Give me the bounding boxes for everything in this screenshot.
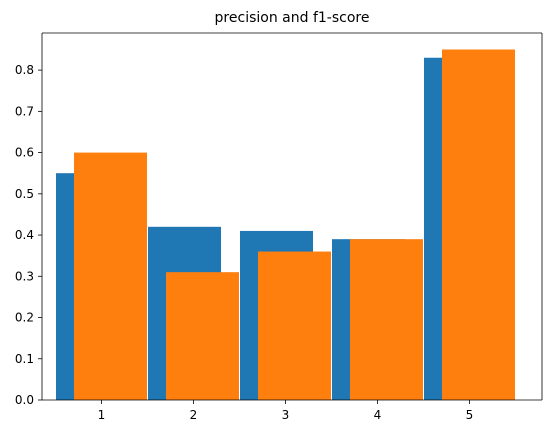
x-tick-label: 5	[466, 408, 474, 422]
chart-title: precision and f1-score	[215, 10, 370, 26]
y-tick-label: 0.5	[15, 187, 34, 201]
x-tick-label: 2	[190, 408, 198, 422]
x-tick-label: 4	[374, 408, 382, 422]
y-tick-label: 0.7	[15, 104, 34, 118]
y-tick-label: 0.1	[15, 352, 34, 366]
bars-layer	[56, 49, 515, 401]
bar-series-2-cat-2	[166, 272, 239, 400]
y-tick-label: 0.6	[15, 146, 34, 160]
y-tick-label: 0.4	[15, 228, 34, 242]
y-tick-label: 0.3	[15, 269, 34, 283]
bar-series-2-cat-5	[442, 49, 515, 401]
bar-series-2-cat-4	[350, 239, 423, 400]
x-tick-label: 3	[282, 408, 290, 422]
axes-layer: 0.0 0.1 0.2 0.3 0.4 0.5 0.6 0.7 0.8 1 2 3 4 5	[15, 32, 543, 422]
x-tick-label: 1	[98, 408, 106, 422]
y-tick-label: 0.0	[15, 393, 34, 407]
y-tick-label: 0.8	[15, 63, 34, 77]
y-tick-label: 0.2	[15, 311, 34, 325]
bar-series-2-cat-1	[74, 152, 147, 400]
bar-series-2-cat-3	[258, 251, 331, 400]
